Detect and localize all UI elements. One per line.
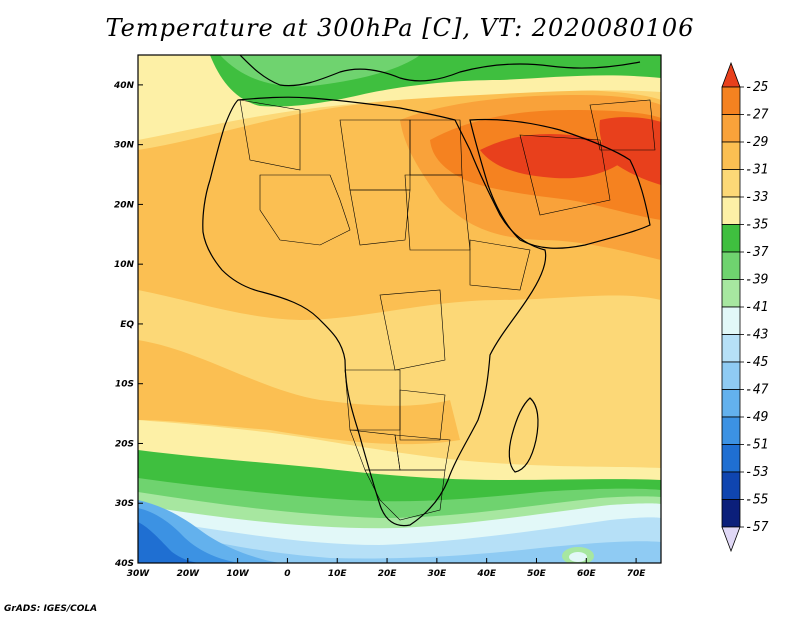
colorbar-label: -31 [745,163,768,178]
colorbar-swatch [721,279,741,308]
field-band-31-south [138,340,460,445]
colorbar-label: -27 [745,108,769,123]
field-blob-south-east-core [569,552,587,562]
colorbar-label: -55 [745,493,769,508]
colorbar-top-arrow [721,61,741,88]
border-zambia [399,389,446,441]
border-chad [349,189,411,246]
lat-tick-label: 10S [115,380,134,390]
border-algeria [239,99,301,171]
field-band-53 [138,522,200,563]
colorbar-label: -43 [745,328,768,343]
colorbar-swatch [721,251,741,280]
colorbar-label: -57 [745,520,769,535]
colorbar-label: -29 [745,135,768,150]
colorbar-label: -53 [745,465,768,480]
lat-tick-label: 20S [115,439,134,449]
field-band-25b [599,117,661,185]
colorbar-label: -37 [745,245,769,260]
colorbar-label: -33 [745,190,768,205]
colorbar-label: -51 [745,438,768,453]
arabia-coastline [469,118,651,249]
colorbar-swatch [721,224,741,253]
lon-tick-label: 10E [328,569,348,579]
colorbar-swatch [721,389,741,418]
lat-tick-label: 30N [114,141,135,151]
temperature-field [138,55,661,563]
colorbar-swatch [721,86,741,115]
colorbar-label: -45 [745,355,769,370]
colorbar-swatch [721,361,741,390]
lon-tick-label: 10W [226,569,250,579]
lon-tick-label: 30E [428,569,448,579]
lon-tick-label: 60E [577,569,597,579]
axis-ticks: 30W 20W 10W 0 10E 20E 30E 40E 50E 60E 70E 40N 30N 20N… [113,81,646,579]
colorbar: -25 -27 -29 -31 -33 -35 -37 -39 -41 -43 -45 -47 -49 -… [721,61,769,553]
coastlines [202,55,651,527]
colorbar-swatch [721,114,741,143]
lat-tick-label: 30S [115,499,134,509]
colorbar-swatch [721,499,741,528]
lon-tick-label: 40E [476,569,497,579]
colorbar-swatch [721,471,741,500]
colorbar-label: -35 [745,218,769,233]
madagascar-coastline [508,397,539,473]
colorbar-swatch [721,334,741,363]
border-drc [379,289,446,371]
colorbar-swatch [721,416,741,445]
lat-tick-label: EQ [120,320,134,330]
country-borders [239,99,656,521]
lon-tick-label: 0 [284,569,290,579]
field-band-39-north [220,55,420,87]
colorbar-bottom-arrow [721,526,741,553]
colorbar-label: -47 [745,383,769,398]
europe-coastline [239,55,641,87]
colorbar-label: -39 [745,273,768,288]
colorbar-label: -49 [745,410,768,425]
field-band-47 [138,525,661,563]
border-south-africa [364,469,446,521]
border-iran [589,99,656,151]
lon-tick-label: 20W [177,569,201,579]
lon-tick-label: 30W [127,569,151,579]
border-saudi [519,134,611,216]
lon-tick-label: 50E [527,569,547,579]
map-frame [137,54,662,564]
border-ethiopia [469,239,531,291]
africa-coastline [202,96,547,527]
map-title: Temperature at 300hPa [C], VT: 202008010… [105,14,695,42]
colorbar-swatch [721,141,741,170]
lat-tick-label: 40N [113,81,135,91]
colorbar-label: -41 [745,300,768,315]
lat-tick-label: 20N [114,200,135,210]
lat-tick-label: 40S [114,559,134,569]
colorbar-label: -25 [745,80,769,95]
colorbar-swatch [721,306,741,335]
colorbar-swatch [721,444,741,473]
grads-credit: GrADS: IGES/COLA [4,604,98,614]
lat-tick-label: 10N [114,260,135,270]
field-band-25 [480,133,625,179]
lon-tick-label: 70E [627,569,647,579]
border-west-africa [259,174,351,246]
lon-tick-label: 20E [378,569,398,579]
colorbar-swatch [721,169,741,198]
colorbar-swatch [721,196,741,225]
